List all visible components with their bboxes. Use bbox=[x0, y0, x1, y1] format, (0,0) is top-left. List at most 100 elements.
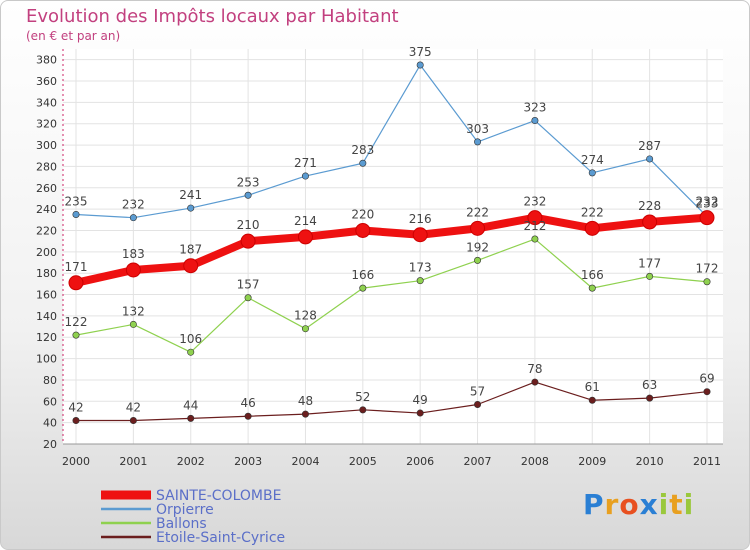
data-label: 214 bbox=[294, 214, 317, 228]
series-line bbox=[75, 213, 708, 287]
data-label: 49 bbox=[413, 393, 428, 407]
data-label: 228 bbox=[638, 199, 661, 213]
x-tick-label: 2005 bbox=[349, 455, 377, 468]
data-label: 274 bbox=[581, 153, 604, 167]
y-tick-label: 280 bbox=[36, 160, 57, 173]
data-point bbox=[244, 412, 252, 420]
data-point bbox=[703, 388, 711, 396]
data-point bbox=[703, 278, 711, 286]
data-label: 171 bbox=[65, 260, 88, 274]
data-point bbox=[129, 214, 137, 222]
y-tick-label: 160 bbox=[36, 289, 57, 302]
data-label: 222 bbox=[466, 205, 489, 219]
data-label: 173 bbox=[409, 261, 432, 275]
data-point bbox=[584, 220, 600, 236]
x-tick-label: 2006 bbox=[406, 455, 434, 468]
y-tick-label: 180 bbox=[36, 267, 57, 280]
data-point bbox=[72, 331, 80, 339]
data-point bbox=[588, 169, 596, 177]
data-label: 187 bbox=[179, 243, 202, 257]
legend-label: SAINTE-COLOMBE bbox=[156, 488, 281, 504]
data-point bbox=[531, 117, 539, 125]
y-tick-label: 220 bbox=[36, 224, 57, 237]
data-label: 46 bbox=[240, 396, 255, 410]
y-tick-label: 140 bbox=[36, 310, 57, 323]
data-point bbox=[301, 325, 309, 333]
series-line bbox=[76, 381, 708, 422]
data-point bbox=[129, 417, 137, 425]
data-point bbox=[187, 348, 195, 356]
y-tick-label: 100 bbox=[36, 353, 57, 366]
data-label: 166 bbox=[351, 268, 374, 282]
data-point bbox=[297, 229, 313, 245]
data-point bbox=[359, 406, 367, 414]
data-label: 69 bbox=[699, 372, 714, 386]
data-point bbox=[72, 417, 80, 425]
data-point bbox=[527, 210, 543, 226]
y-tick-label: 40 bbox=[43, 417, 57, 430]
data-label: 271 bbox=[294, 156, 317, 170]
legend-label: Orpierre bbox=[156, 502, 214, 518]
data-point bbox=[301, 172, 309, 180]
data-label: 283 bbox=[351, 143, 374, 157]
data-label: 63 bbox=[642, 378, 657, 392]
data-point bbox=[72, 210, 80, 218]
y-tick-label: 20 bbox=[43, 438, 57, 451]
x-tick-label: 2008 bbox=[521, 455, 549, 468]
y-tick-label: 120 bbox=[36, 331, 57, 344]
legend-entry: SAINTE-COLOMBE bbox=[101, 488, 281, 504]
data-label: 42 bbox=[68, 401, 83, 415]
data-label: 192 bbox=[466, 240, 489, 254]
data-point bbox=[359, 284, 367, 292]
series-etoile-saint-cyrice bbox=[72, 378, 711, 425]
y-tick-label: 320 bbox=[36, 118, 57, 131]
x-tick-label: 2002 bbox=[177, 455, 205, 468]
data-point bbox=[642, 214, 658, 230]
series-line bbox=[75, 238, 708, 353]
legend-entry: Orpierre bbox=[101, 502, 214, 518]
legend-label: Ballons bbox=[156, 516, 207, 532]
data-point bbox=[416, 61, 424, 69]
data-label: 157 bbox=[237, 278, 260, 292]
y-tick-label: 380 bbox=[36, 54, 57, 67]
legend-entry: Etoile-Saint-Cyrice bbox=[101, 530, 285, 546]
y-tick-label: 200 bbox=[36, 246, 57, 259]
data-label: 48 bbox=[298, 394, 313, 408]
y-tick-label: 360 bbox=[36, 75, 57, 88]
data-point bbox=[416, 409, 424, 417]
x-tick-label: 2007 bbox=[464, 455, 492, 468]
data-label: 42 bbox=[126, 401, 141, 415]
data-label: 233 bbox=[696, 197, 719, 211]
data-point bbox=[646, 155, 654, 163]
data-point bbox=[470, 220, 486, 236]
x-tick-label: 2000 bbox=[62, 455, 90, 468]
data-point bbox=[129, 320, 137, 328]
x-tick-label: 2010 bbox=[636, 455, 664, 468]
data-point bbox=[588, 284, 596, 292]
data-point bbox=[301, 410, 309, 418]
data-label: 132 bbox=[122, 304, 145, 318]
data-point bbox=[416, 277, 424, 285]
data-point bbox=[474, 400, 482, 408]
chart-subtitle: (en € et par an) bbox=[26, 29, 121, 43]
data-point bbox=[244, 191, 252, 199]
y-tick-label: 60 bbox=[43, 395, 57, 408]
data-label: 253 bbox=[237, 175, 260, 189]
data-label: 375 bbox=[409, 45, 432, 59]
y-tick-label: 340 bbox=[36, 96, 57, 109]
data-label: 106 bbox=[179, 332, 202, 346]
data-point bbox=[412, 227, 428, 243]
data-label: 216 bbox=[409, 212, 432, 226]
data-point bbox=[68, 275, 84, 291]
legend-entry: Ballons bbox=[101, 516, 207, 532]
data-label: 122 bbox=[65, 315, 88, 329]
x-tick-label: 2003 bbox=[234, 455, 262, 468]
series-sainte-colombe bbox=[68, 210, 715, 291]
x-tick-label: 2009 bbox=[578, 455, 606, 468]
data-label: 220 bbox=[351, 207, 374, 221]
data-label: 172 bbox=[696, 262, 719, 276]
data-point bbox=[187, 414, 195, 422]
data-point bbox=[531, 378, 539, 386]
